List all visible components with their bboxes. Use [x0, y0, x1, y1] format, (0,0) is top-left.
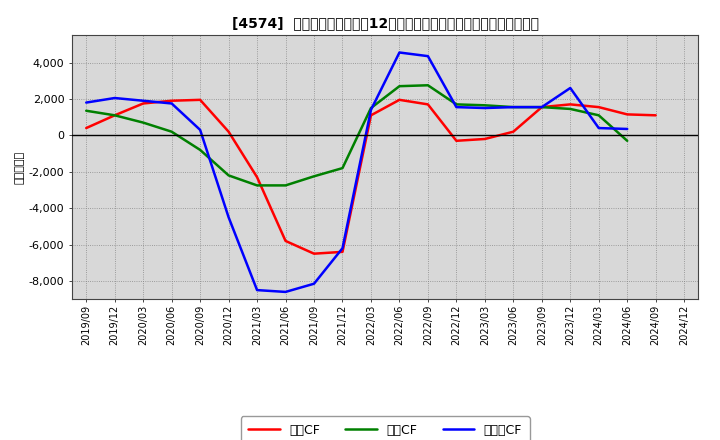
フリーCF: [225, 215, 233, 220]
営業CF: [139, 101, 148, 106]
フリーCF: [196, 127, 204, 132]
営業CF: [82, 125, 91, 131]
フリーCF: [595, 125, 603, 131]
営業CF: [395, 97, 404, 103]
営業CF: [452, 138, 461, 143]
Legend: 営業CF, 投資CF, フリーCF: 営業CF, 投資CF, フリーCF: [240, 416, 530, 440]
フリーCF: [338, 246, 347, 251]
フリーCF: [253, 287, 261, 293]
営業CF: [537, 104, 546, 110]
フリーCF: [167, 101, 176, 106]
営業CF: [480, 136, 489, 142]
営業CF: [253, 175, 261, 180]
投資CF: [509, 104, 518, 110]
投資CF: [253, 183, 261, 188]
Y-axis label: （百万円）: （百万円）: [14, 150, 24, 184]
フリーCF: [452, 104, 461, 110]
営業CF: [566, 102, 575, 107]
営業CF: [167, 98, 176, 103]
投資CF: [167, 129, 176, 134]
投資CF: [452, 102, 461, 107]
フリーCF: [566, 85, 575, 91]
フリーCF: [82, 100, 91, 105]
投資CF: [110, 113, 119, 118]
営業CF: [423, 102, 432, 107]
投資CF: [595, 113, 603, 118]
投資CF: [537, 104, 546, 110]
フリーCF: [537, 104, 546, 110]
営業CF: [196, 97, 204, 103]
営業CF: [282, 238, 290, 244]
フリーCF: [110, 95, 119, 101]
フリーCF: [623, 126, 631, 132]
Title: [4574]  キャッシュフローの12か月移動合計の対前年同期増減額の推移: [4574] キャッシュフローの12か月移動合計の対前年同期増減額の推移: [232, 16, 539, 30]
投資CF: [310, 174, 318, 179]
投資CF: [566, 106, 575, 112]
営業CF: [110, 113, 119, 118]
営業CF: [310, 251, 318, 257]
投資CF: [395, 84, 404, 89]
フリーCF: [366, 107, 375, 113]
Line: フリーCF: フリーCF: [86, 52, 627, 292]
フリーCF: [395, 50, 404, 55]
営業CF: [509, 129, 518, 134]
フリーCF: [480, 106, 489, 111]
投資CF: [196, 147, 204, 153]
営業CF: [595, 104, 603, 110]
投資CF: [366, 106, 375, 111]
投資CF: [338, 165, 347, 171]
フリーCF: [423, 54, 432, 59]
営業CF: [338, 249, 347, 254]
投資CF: [82, 108, 91, 114]
営業CF: [652, 113, 660, 118]
投資CF: [423, 83, 432, 88]
営業CF: [623, 112, 631, 117]
Line: 投資CF: 投資CF: [86, 85, 627, 185]
投資CF: [480, 103, 489, 108]
投資CF: [139, 120, 148, 125]
投資CF: [282, 183, 290, 188]
フリーCF: [139, 98, 148, 103]
投資CF: [225, 173, 233, 178]
フリーCF: [509, 104, 518, 110]
営業CF: [225, 129, 233, 134]
営業CF: [366, 113, 375, 118]
投資CF: [623, 138, 631, 143]
フリーCF: [282, 289, 290, 294]
フリーCF: [310, 281, 318, 286]
Line: 営業CF: 営業CF: [86, 100, 656, 254]
